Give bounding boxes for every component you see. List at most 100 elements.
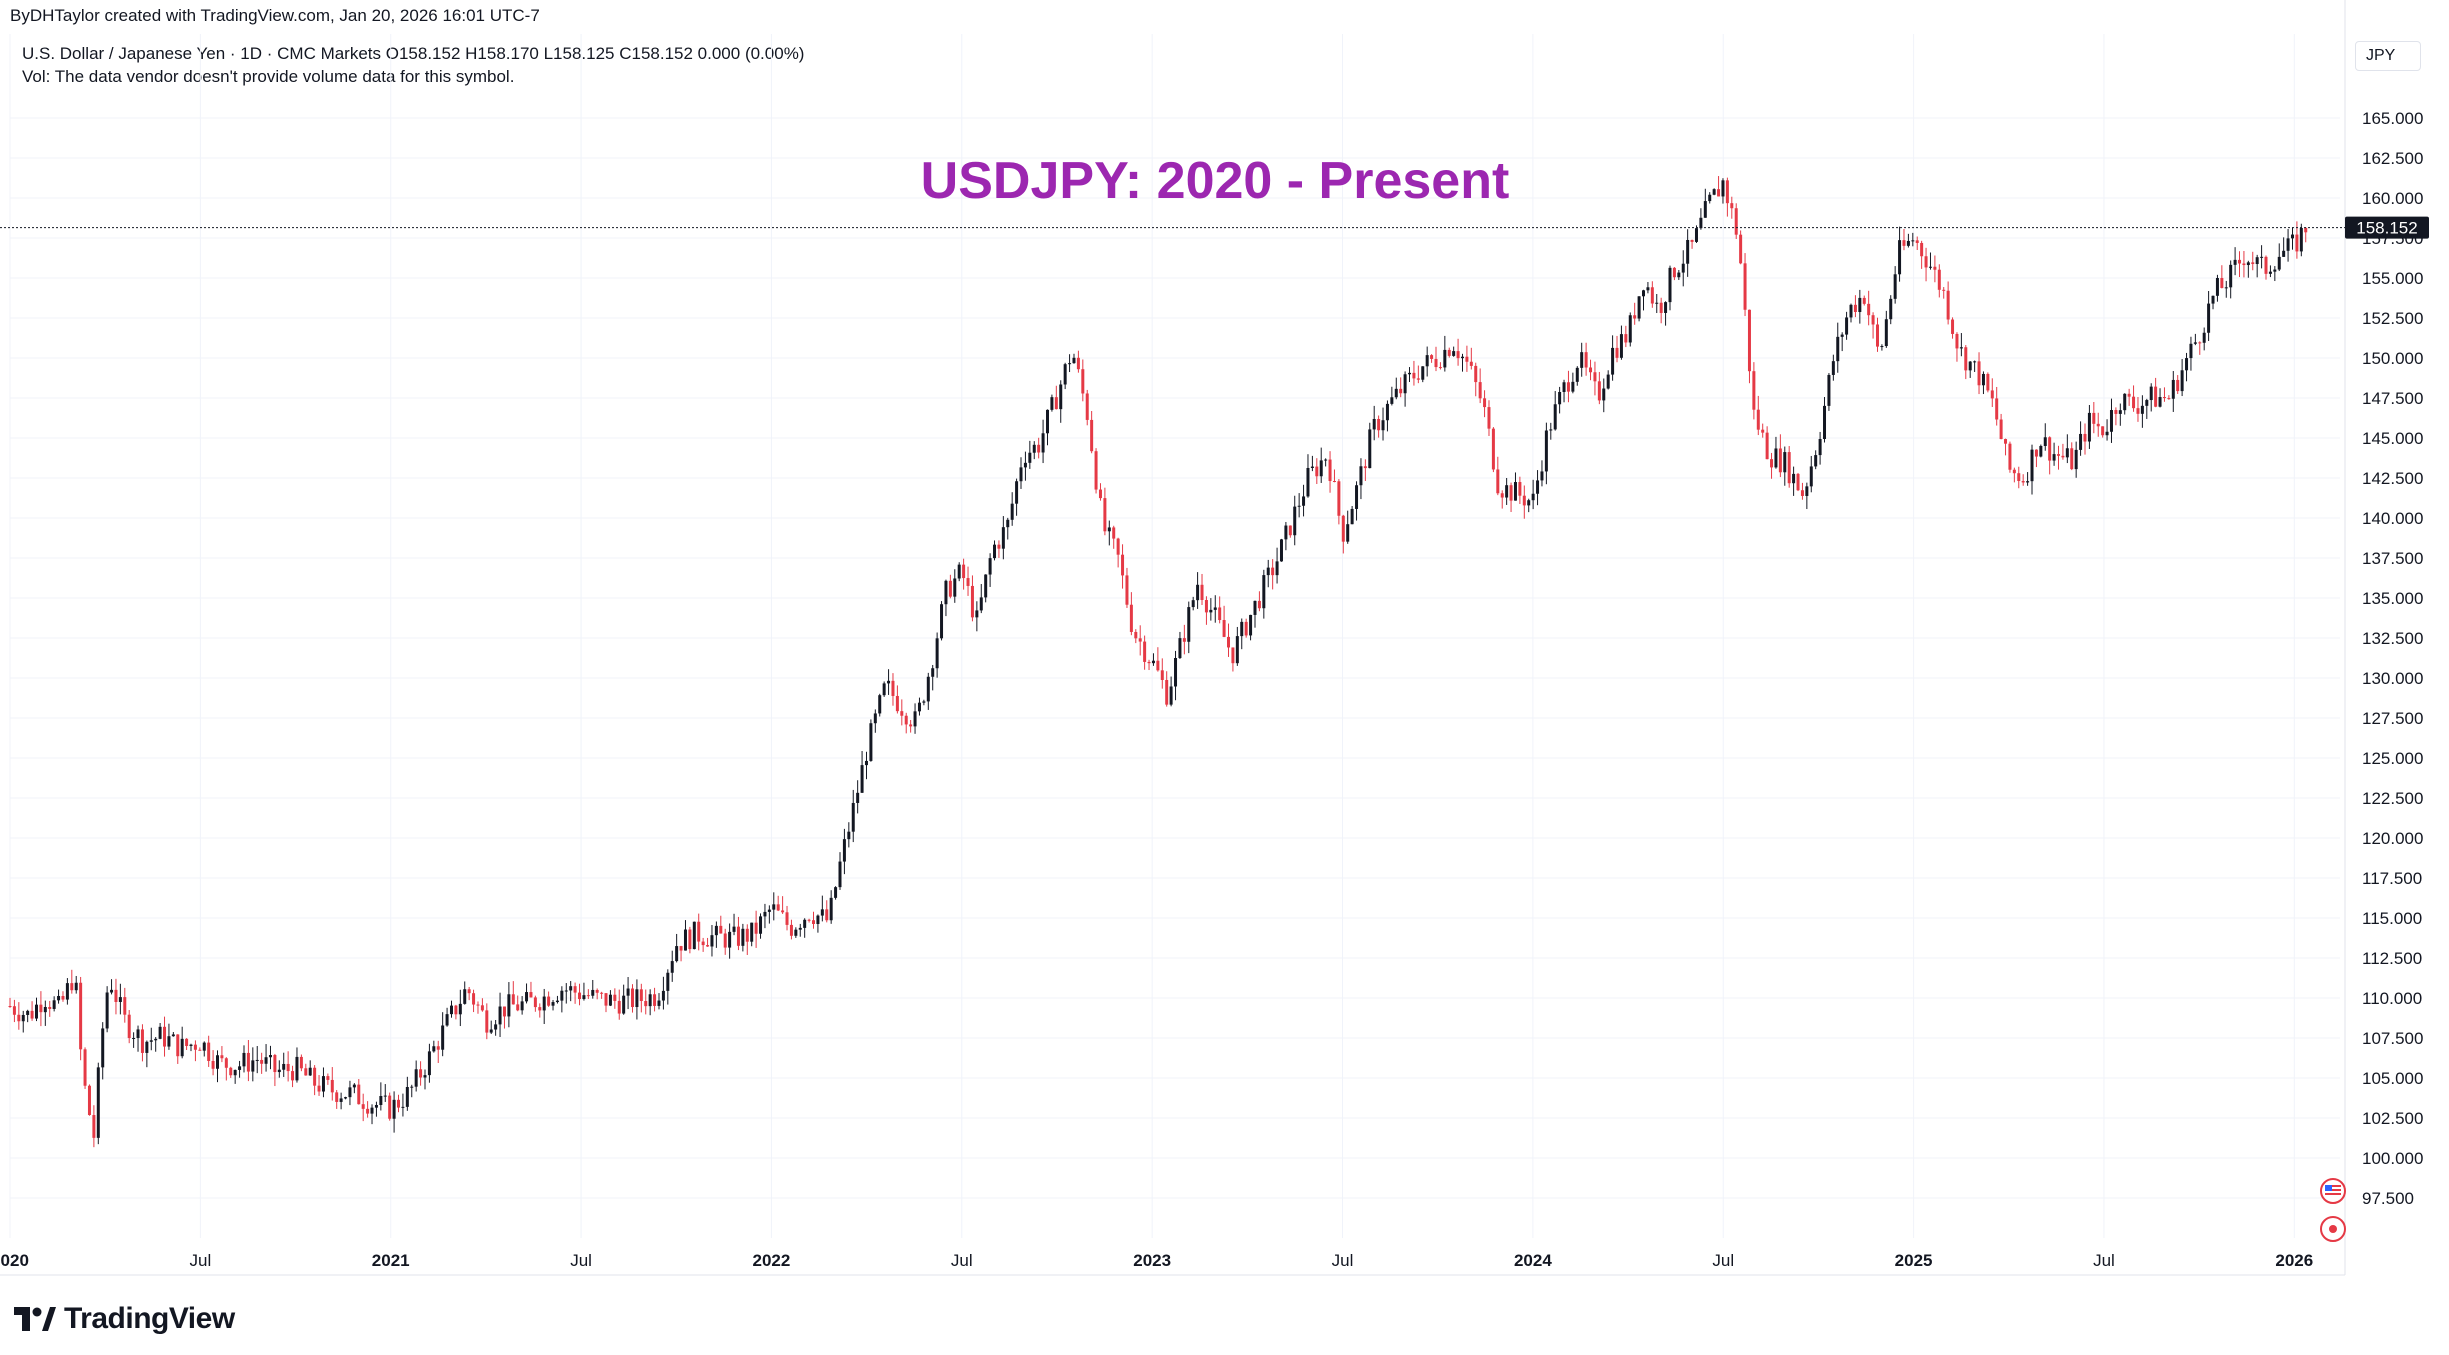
currency-button[interactable]: JPY: [2355, 41, 2421, 71]
candle-body: [551, 1002, 555, 1006]
candle-body: [52, 1000, 56, 1009]
candle-body: [1774, 448, 1778, 468]
candle-body: [975, 610, 979, 618]
candle-body: [1218, 607, 1222, 621]
candle-body: [92, 1115, 96, 1138]
candle-body: [1284, 525, 1288, 540]
candle-body: [1642, 290, 1646, 297]
candle-body: [1262, 575, 1266, 609]
candle-body: [2087, 412, 2091, 442]
x-tick-label: 2020: [0, 1251, 29, 1270]
candle-body: [282, 1063, 286, 1070]
tradingview-logo[interactable]: TradingView: [14, 1302, 235, 1336]
candle-body: [2061, 455, 2065, 458]
candle-body: [1650, 287, 1654, 304]
candle-body: [997, 544, 1001, 549]
candle-body: [132, 1037, 136, 1039]
candle-body: [1319, 460, 1323, 477]
candle-body: [1460, 356, 1464, 359]
candle-body: [838, 861, 842, 888]
candle-body: [679, 946, 683, 951]
candle-body: [1668, 267, 1672, 303]
candle-body: [1434, 358, 1438, 368]
candle-body: [2215, 278, 2219, 296]
candle-body: [1734, 208, 1738, 235]
candle-body: [1341, 515, 1345, 542]
candle-body: [140, 1029, 144, 1053]
candle-body: [1346, 524, 1350, 542]
candle-body: [449, 1005, 453, 1015]
candle-body: [670, 961, 674, 973]
candle-body: [1717, 189, 1721, 197]
candle-body: [1531, 493, 1535, 501]
candle-body: [1893, 274, 1897, 299]
candle-body: [719, 925, 723, 934]
record-event-icon[interactable]: [2320, 1216, 2346, 1242]
candle-body: [1037, 444, 1041, 453]
candle-body: [1752, 371, 1756, 410]
candle-body: [1942, 289, 1946, 291]
candle-body: [856, 792, 860, 803]
candle-body: [1001, 527, 1005, 549]
candle-body: [1090, 419, 1094, 452]
candle-body: [714, 925, 718, 936]
candle-body: [242, 1052, 246, 1067]
candle-body: [1231, 647, 1235, 664]
candle-body: [2154, 386, 2158, 407]
candle-body: [1920, 242, 1924, 257]
candle-body: [330, 1079, 334, 1093]
candle-body: [2008, 443, 2012, 470]
candle-body: [454, 1005, 458, 1015]
candle-body: [1098, 489, 1102, 499]
candle-body: [1125, 575, 1129, 605]
candle-body: [1156, 660, 1160, 671]
candle-body: [507, 994, 511, 1017]
candle-body: [1500, 493, 1504, 498]
candle-body: [1756, 409, 1760, 430]
candle-body: [1213, 607, 1217, 610]
candle-body: [1240, 621, 1244, 637]
candle-body: [1063, 364, 1067, 385]
candle-body: [1385, 403, 1389, 421]
y-tick-label: 152.500: [2362, 309, 2423, 328]
candle-body: [1394, 388, 1398, 398]
candle-body: [1902, 240, 1906, 246]
candle-body: [1836, 336, 1840, 362]
candle-body: [1072, 357, 1076, 364]
candle-body: [1611, 347, 1615, 375]
us-flag-event-icon[interactable]: [2320, 1178, 2346, 1204]
candle-body: [525, 992, 529, 1002]
candle-body: [1041, 433, 1045, 453]
candle-body: [909, 724, 913, 727]
candle-body: [1566, 382, 1570, 392]
candle-body: [2074, 449, 2078, 470]
candle-body: [476, 1004, 480, 1006]
candle-body: [1580, 352, 1584, 368]
candle-body: [118, 997, 122, 1002]
candle-body: [264, 1057, 268, 1064]
candle-body: [1116, 538, 1120, 555]
candle-body: [1933, 266, 1937, 270]
candle-body: [1553, 404, 1557, 430]
candle-body: [410, 1086, 414, 1088]
x-tick-label: 2025: [1895, 1251, 1933, 1270]
candle-body: [701, 941, 705, 946]
candle-body: [1624, 334, 1628, 343]
candle-body: [1085, 393, 1089, 420]
candle-body: [379, 1096, 383, 1106]
candle-body: [2220, 278, 2224, 288]
candle-body: [388, 1095, 392, 1119]
price-chart[interactable]: 165.000162.500160.000157.500155.000152.5…: [0, 0, 2449, 1300]
candle-body: [820, 909, 824, 916]
candle-body: [1730, 203, 1734, 209]
candle-body: [1831, 361, 1835, 375]
y-tick-label: 132.500: [2362, 629, 2423, 648]
candle-body: [895, 695, 899, 712]
symbol-legend[interactable]: U.S. Dollar / Japanese Yen · 1D · CMC Ma…: [22, 44, 805, 63]
candle-body: [626, 988, 630, 996]
candle-body: [326, 1076, 330, 1080]
candle-body: [1708, 194, 1712, 202]
candle-body: [114, 989, 118, 1002]
candle-body: [246, 1052, 250, 1072]
candle-body: [935, 638, 939, 669]
